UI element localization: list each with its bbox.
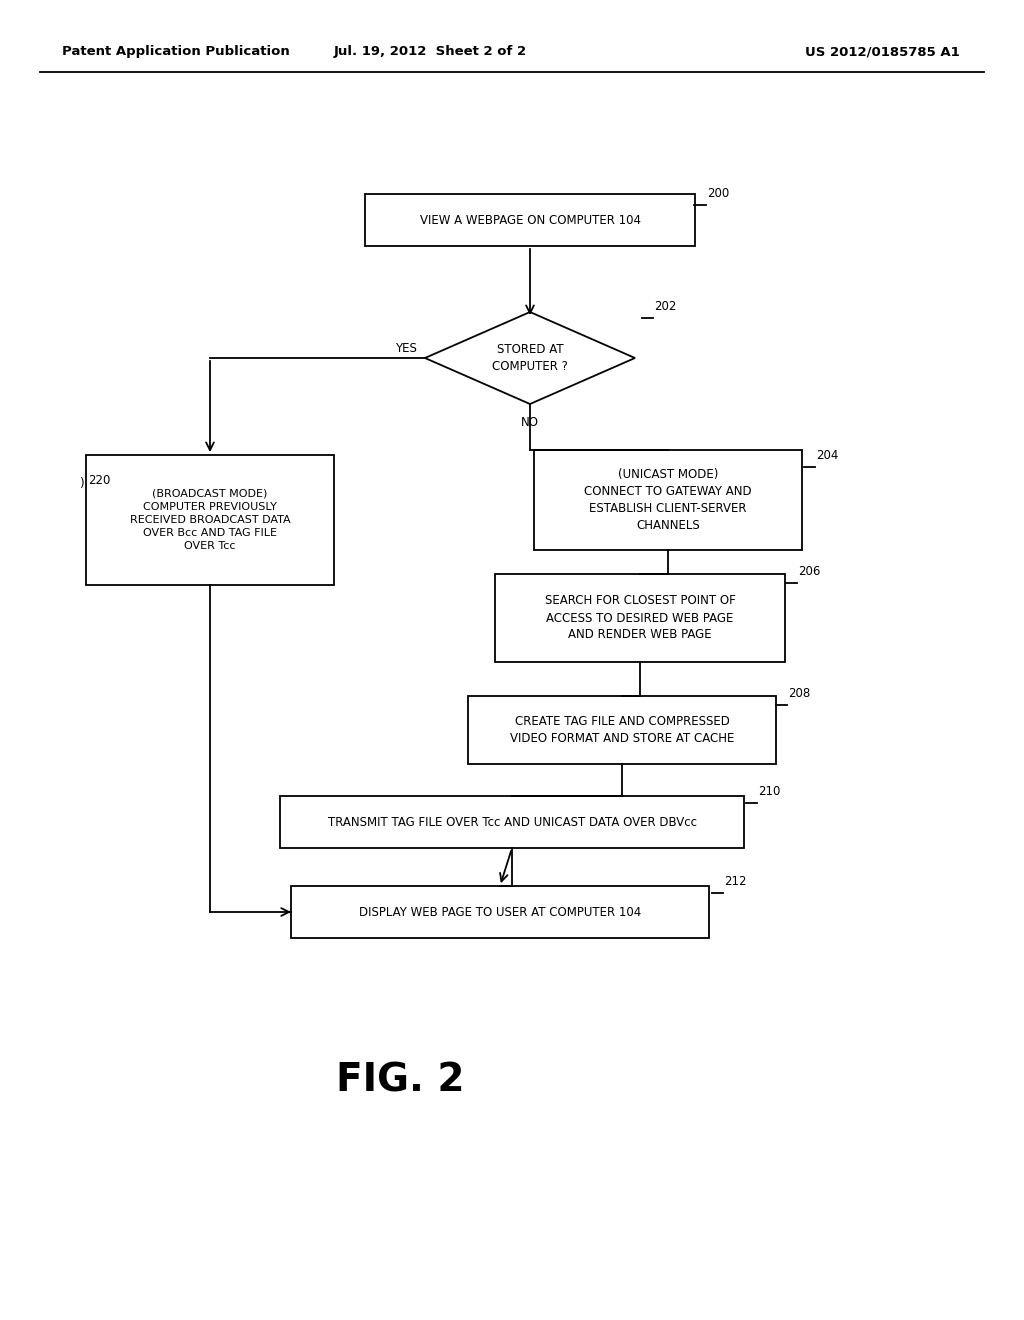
Text: NO: NO bbox=[521, 416, 539, 429]
Bar bbox=[291, 886, 709, 939]
Polygon shape bbox=[425, 312, 635, 404]
Text: (UNICAST MODE)
CONNECT TO GATEWAY AND
ESTABLISH CLIENT-SERVER
CHANNELS: (UNICAST MODE) CONNECT TO GATEWAY AND ES… bbox=[584, 469, 752, 532]
Text: DISPLAY WEB PAGE TO USER AT COMPUTER 104: DISPLAY WEB PAGE TO USER AT COMPUTER 104 bbox=[358, 906, 641, 919]
Text: 202: 202 bbox=[654, 300, 677, 313]
Text: CREATE TAG FILE AND COMPRESSED
VIDEO FORMAT AND STORE AT CACHE: CREATE TAG FILE AND COMPRESSED VIDEO FOR… bbox=[510, 715, 734, 744]
Text: 200: 200 bbox=[707, 187, 729, 201]
Text: STORED AT
COMPUTER ?: STORED AT COMPUTER ? bbox=[493, 343, 568, 374]
Bar bbox=[280, 796, 744, 847]
Text: Patent Application Publication: Patent Application Publication bbox=[62, 45, 290, 58]
Bar bbox=[86, 455, 334, 585]
Bar bbox=[534, 450, 802, 550]
Text: SEARCH FOR CLOSEST POINT OF
ACCESS TO DESIRED WEB PAGE
AND RENDER WEB PAGE: SEARCH FOR CLOSEST POINT OF ACCESS TO DE… bbox=[545, 594, 735, 642]
Text: 208: 208 bbox=[788, 686, 810, 700]
Text: 220: 220 bbox=[88, 474, 111, 487]
Text: (BROADCAST MODE)
COMPUTER PREVIOUSLY
RECEIVED BROADCAST DATA
OVER Bcc AND TAG FI: (BROADCAST MODE) COMPUTER PREVIOUSLY REC… bbox=[130, 488, 291, 552]
Text: YES: YES bbox=[395, 342, 417, 355]
Text: TRANSMIT TAG FILE OVER Tcc AND UNICAST DATA OVER DBVcc: TRANSMIT TAG FILE OVER Tcc AND UNICAST D… bbox=[328, 816, 696, 829]
Bar bbox=[468, 696, 776, 764]
Text: FIG. 2: FIG. 2 bbox=[336, 1061, 464, 1100]
Text: US 2012/0185785 A1: US 2012/0185785 A1 bbox=[805, 45, 961, 58]
Text: Jul. 19, 2012  Sheet 2 of 2: Jul. 19, 2012 Sheet 2 of 2 bbox=[334, 45, 526, 58]
Text: 212: 212 bbox=[724, 875, 746, 888]
Text: VIEW A WEBPAGE ON COMPUTER 104: VIEW A WEBPAGE ON COMPUTER 104 bbox=[420, 214, 640, 227]
Bar bbox=[365, 194, 695, 246]
Text: 204: 204 bbox=[816, 449, 839, 462]
Text: ): ) bbox=[80, 477, 84, 490]
Text: 206: 206 bbox=[798, 565, 820, 578]
Bar bbox=[495, 574, 785, 663]
Text: 210: 210 bbox=[758, 785, 780, 799]
